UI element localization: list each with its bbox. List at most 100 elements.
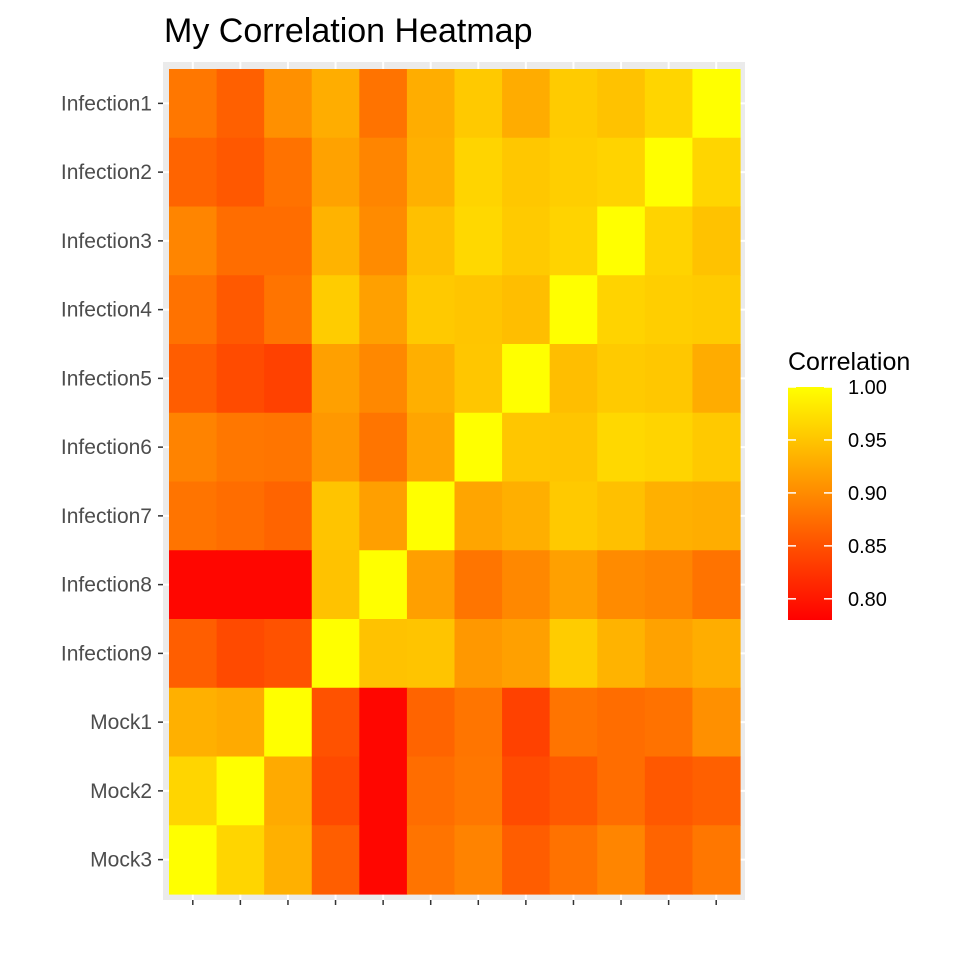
- heatmap-cell: [311, 69, 360, 139]
- heatmap-cell: [216, 756, 265, 826]
- heatmap-cell: [359, 756, 408, 826]
- heatmap-cell: [216, 137, 265, 208]
- heatmap-cell: [359, 69, 408, 139]
- heatmap-cell: [692, 756, 741, 826]
- heatmap-cell: [359, 619, 408, 689]
- heatmap-cell: [311, 206, 360, 276]
- heatmap-cell: [359, 550, 408, 620]
- heatmap-cell: [597, 275, 646, 345]
- heatmap-cell: [311, 687, 360, 758]
- heatmap-cell: [169, 481, 218, 551]
- heatmap-cell: [264, 550, 313, 620]
- heatmap-cell: [692, 619, 741, 689]
- heatmap-cell: [406, 344, 456, 414]
- heatmap-cell: [502, 206, 551, 276]
- heatmap-cell: [644, 481, 694, 551]
- heatmap-cell: [216, 481, 265, 551]
- legend-tick-label: 0.95: [848, 430, 887, 452]
- y-tick-label: Infection7: [61, 505, 152, 528]
- heatmap-cell: [454, 550, 503, 620]
- heatmap-cell: [502, 481, 551, 551]
- heatmap-cell: [264, 687, 313, 758]
- heatmap-cell: [597, 344, 646, 414]
- heatmap-cell: [597, 687, 646, 758]
- heatmap-cell: [597, 481, 646, 551]
- heatmap-cell: [311, 825, 360, 895]
- heatmap-cell: [502, 550, 551, 620]
- legend-tick-label: 0.90: [848, 483, 887, 505]
- heatmap-cell: [454, 825, 503, 895]
- y-tick-label: Infection5: [61, 367, 152, 390]
- heatmap-cell: [359, 825, 408, 895]
- heatmap-cell: [359, 275, 408, 345]
- heatmap-cell: [502, 619, 551, 689]
- heatmap-cell: [169, 619, 218, 689]
- heatmap-cell: [264, 412, 313, 483]
- heatmap-cell: [169, 206, 218, 276]
- heatmap-cell: [502, 275, 551, 345]
- heatmap-cell: [692, 344, 741, 414]
- heatmap-cell: [169, 137, 218, 208]
- heatmap-cell: [406, 687, 456, 758]
- heatmap-cell: [644, 756, 694, 826]
- heatmap-cell: [359, 137, 408, 208]
- heatmap-cell: [454, 756, 503, 826]
- legend-tick-label: 1.00: [848, 377, 887, 399]
- plot-panel: [163, 62, 745, 900]
- heatmap-cell: [502, 756, 551, 826]
- y-tick-label: Mock1: [90, 711, 152, 734]
- heatmap-cell: [264, 137, 313, 208]
- heatmap-cell: [264, 344, 313, 414]
- heatmap-cell: [454, 69, 503, 139]
- y-tick-label: Infection8: [61, 574, 152, 597]
- heatmap-cell: [169, 687, 218, 758]
- heatmap-cell: [644, 137, 694, 208]
- heatmap-cell: [359, 481, 408, 551]
- chart-title: My Correlation Heatmap: [164, 12, 532, 50]
- heatmap-cell: [549, 756, 598, 826]
- heatmap-cell: [454, 687, 503, 758]
- heatmap-cell: [549, 687, 598, 758]
- heatmap-cell: [597, 825, 646, 895]
- heatmap-cell: [216, 550, 265, 620]
- legend-title: Correlation: [788, 348, 910, 376]
- heatmap-cell: [406, 756, 456, 826]
- heatmap-cell: [644, 619, 694, 689]
- heatmap-cell: [692, 275, 741, 345]
- heatmap-cell: [359, 687, 408, 758]
- heatmap-cell: [169, 550, 218, 620]
- heatmap-cell: [216, 275, 265, 345]
- heatmap-cell: [406, 137, 456, 208]
- heatmap-cell: [502, 344, 551, 414]
- heatmap-cell: [264, 825, 313, 895]
- heatmap-cell: [311, 550, 360, 620]
- heatmap-cell: [549, 275, 598, 345]
- y-tick-label: Infection1: [61, 92, 152, 115]
- heatmap-cell: [692, 825, 741, 895]
- heatmap-cell: [549, 481, 598, 551]
- heatmap-cell: [454, 412, 503, 483]
- heatmap-cell: [216, 619, 265, 689]
- heatmap-cell: [216, 69, 265, 139]
- heatmap-cell: [406, 481, 456, 551]
- heatmap-cell: [311, 481, 360, 551]
- heatmap-cell: [549, 206, 598, 276]
- heatmap-cell: [597, 550, 646, 620]
- heatmap-cell: [644, 69, 694, 139]
- y-tick-label: Infection9: [61, 642, 152, 665]
- heatmap-cell: [454, 275, 503, 345]
- heatmap-cell: [359, 344, 408, 414]
- heatmap-cell: [692, 481, 741, 551]
- heatmap-cell: [454, 344, 503, 414]
- heatmap-cell: [644, 412, 694, 483]
- heatmap-cell: [644, 825, 694, 895]
- y-tick-label: Infection3: [61, 230, 152, 253]
- heatmap-cell: [502, 137, 551, 208]
- heatmap-cell: [406, 412, 456, 483]
- heatmap-cell: [311, 137, 360, 208]
- heatmap-cell: [359, 206, 408, 276]
- heatmap-cell: [644, 344, 694, 414]
- heatmap-cell: [169, 412, 218, 483]
- heatmap-cell: [692, 550, 741, 620]
